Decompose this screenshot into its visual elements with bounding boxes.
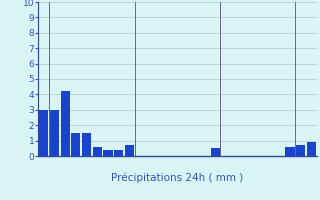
Bar bbox=[71, 133, 80, 156]
Bar bbox=[125, 145, 134, 156]
Bar bbox=[60, 91, 70, 156]
Bar bbox=[39, 110, 48, 156]
Bar bbox=[103, 150, 113, 156]
Bar bbox=[296, 145, 305, 156]
Bar bbox=[93, 147, 102, 156]
Bar bbox=[50, 110, 59, 156]
Bar bbox=[285, 147, 295, 156]
X-axis label: Précipitations 24h ( mm ): Précipitations 24h ( mm ) bbox=[111, 173, 244, 183]
Bar bbox=[211, 148, 220, 156]
Bar bbox=[307, 142, 316, 156]
Bar bbox=[82, 133, 91, 156]
Bar bbox=[114, 150, 123, 156]
